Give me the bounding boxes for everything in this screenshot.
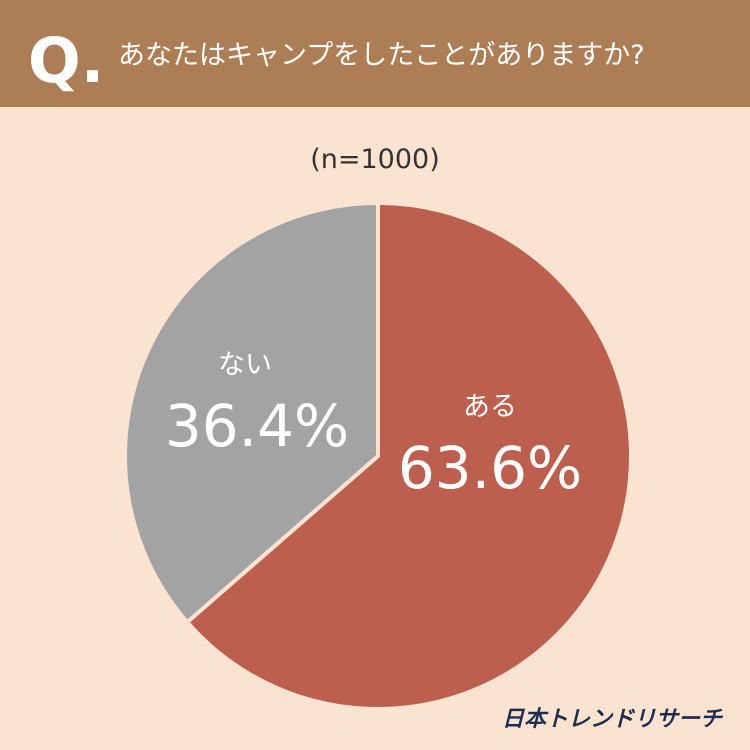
pie-slice: [123, 201, 380, 625]
header-bar: [0, 0, 750, 107]
chart-subtitle: (n=1000): [310, 144, 440, 175]
source: 日本トレンドリサーチ: [502, 707, 724, 732]
slice-label: ない: [218, 350, 272, 381]
pie-slice: [185, 201, 633, 711]
value-label: 36.4%: [165, 392, 349, 460]
title-prefix: Q.: [28, 24, 104, 97]
value-label: 63.6%: [398, 434, 582, 502]
chart-title: あなたはキャンプをしたことがありますか?: [118, 40, 645, 71]
slice-label: ある: [463, 392, 517, 423]
